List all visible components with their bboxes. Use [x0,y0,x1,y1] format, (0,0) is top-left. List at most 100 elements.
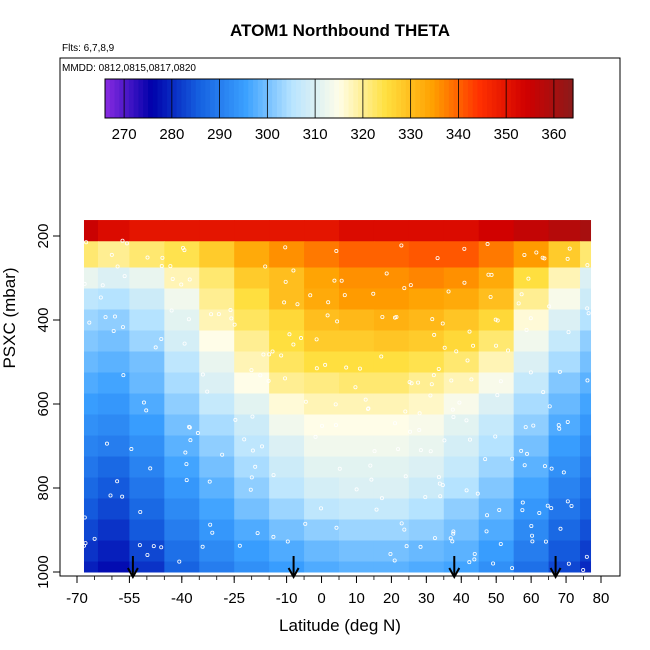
sample-point [417,411,422,416]
sample-point [137,543,142,548]
heatmap-cell [83,498,99,520]
heatmap-cell [339,351,375,373]
heatmap-cell [97,561,130,573]
heatmap-cell [269,267,305,289]
sample-point [104,441,109,446]
heatmap-cell [164,477,200,499]
heatmap-cell [164,351,200,373]
sample-point [138,510,143,515]
sample-point [308,293,313,298]
heatmap-cell [408,309,445,331]
sample-point [524,327,529,332]
heatmap-cell [97,393,130,415]
heatmap-cell [164,241,200,268]
colorbar-segment [186,79,192,118]
sample-point [528,370,533,375]
heatmap-cell [408,561,445,573]
colorbar-segment [291,79,297,118]
sample-point [250,414,255,419]
heatmap-cell [234,241,270,268]
heatmap-cell [97,414,130,436]
colorbar-segment [377,79,383,118]
sample-point [260,444,265,449]
sample-point [168,264,173,269]
sample-point [115,264,120,269]
heatmap-cell [234,414,270,436]
colorbar-segment [396,79,402,118]
heatmap-cell [513,561,550,573]
heatmap-cell [443,435,480,457]
heatmap-cell [234,288,270,310]
sample-point [485,242,490,247]
heatmap-cell [580,477,592,499]
sample-point [210,530,215,535]
colorbar-segment [381,79,388,118]
heatmap-cell [304,330,340,352]
sample-point [529,524,534,529]
heatmap-cell [199,309,235,331]
heatmap-cell [199,330,235,352]
heatmap-cell [513,498,550,520]
heatmap-cell [408,267,445,289]
colorbar-segment [539,79,545,118]
sample-point [255,531,260,536]
sample-point [399,243,404,248]
sample-point [493,317,498,322]
colorbar-segment [334,79,340,118]
heatmap-cell [443,330,480,352]
heatmap-cell [129,519,165,541]
heatmap-cell [580,288,592,310]
heatmap-cell [408,372,445,394]
colorbar-segment [467,79,474,118]
colorbar-segment [544,79,550,118]
sample-point [454,349,459,354]
heatmap-cell [339,519,375,541]
flight-marker-arrowhead [448,567,461,580]
heatmap-cell [269,393,305,415]
sample-point [549,466,554,471]
sample-point [404,544,409,549]
sample-point [396,447,401,452]
sample-point [428,393,433,398]
heatmap-cell [478,267,515,289]
colorbar-segment [300,79,307,118]
heatmap-cell [478,477,515,499]
sample-point [249,368,254,373]
sample-point [416,380,421,385]
heatmap-cell [373,267,410,289]
sample-point [520,500,525,505]
heatmap-cell [580,456,592,478]
colorbar-segment [224,79,230,118]
heatmap-cell [478,220,515,242]
heatmap-cell [129,540,165,562]
sample-point [498,379,503,384]
sample-point [145,552,150,557]
colorbar-segment [353,79,359,118]
heatmap-cell [443,288,480,310]
heatmap-cell [97,220,130,242]
sample-point [98,295,103,300]
dates-annotation: MMDD: 0812,0815,0817,0820 [62,63,196,74]
heatmap-cell [199,477,235,499]
sample-point [451,531,456,536]
colorbar-segment [152,79,159,118]
sample-point [388,551,393,556]
sample-point [380,314,385,319]
heatmap-cell [339,414,375,436]
sample-point [333,423,338,428]
heatmap-cell [269,351,305,373]
sample-point [428,449,433,454]
heatmap-cell [580,435,592,457]
heatmap-cell [548,414,581,436]
heatmap-cell [580,220,592,242]
heatmap-cell [443,498,480,520]
colorbar-segment [434,79,440,118]
sample-point [170,276,175,281]
colorbar-segment [124,79,130,118]
colorbar-segment [477,79,483,118]
heatmap-cell [580,330,592,352]
sample-point [122,274,127,279]
x-tick-label: -40 [171,590,193,607]
heatmap-cell [304,241,340,268]
sample-point [403,409,408,414]
